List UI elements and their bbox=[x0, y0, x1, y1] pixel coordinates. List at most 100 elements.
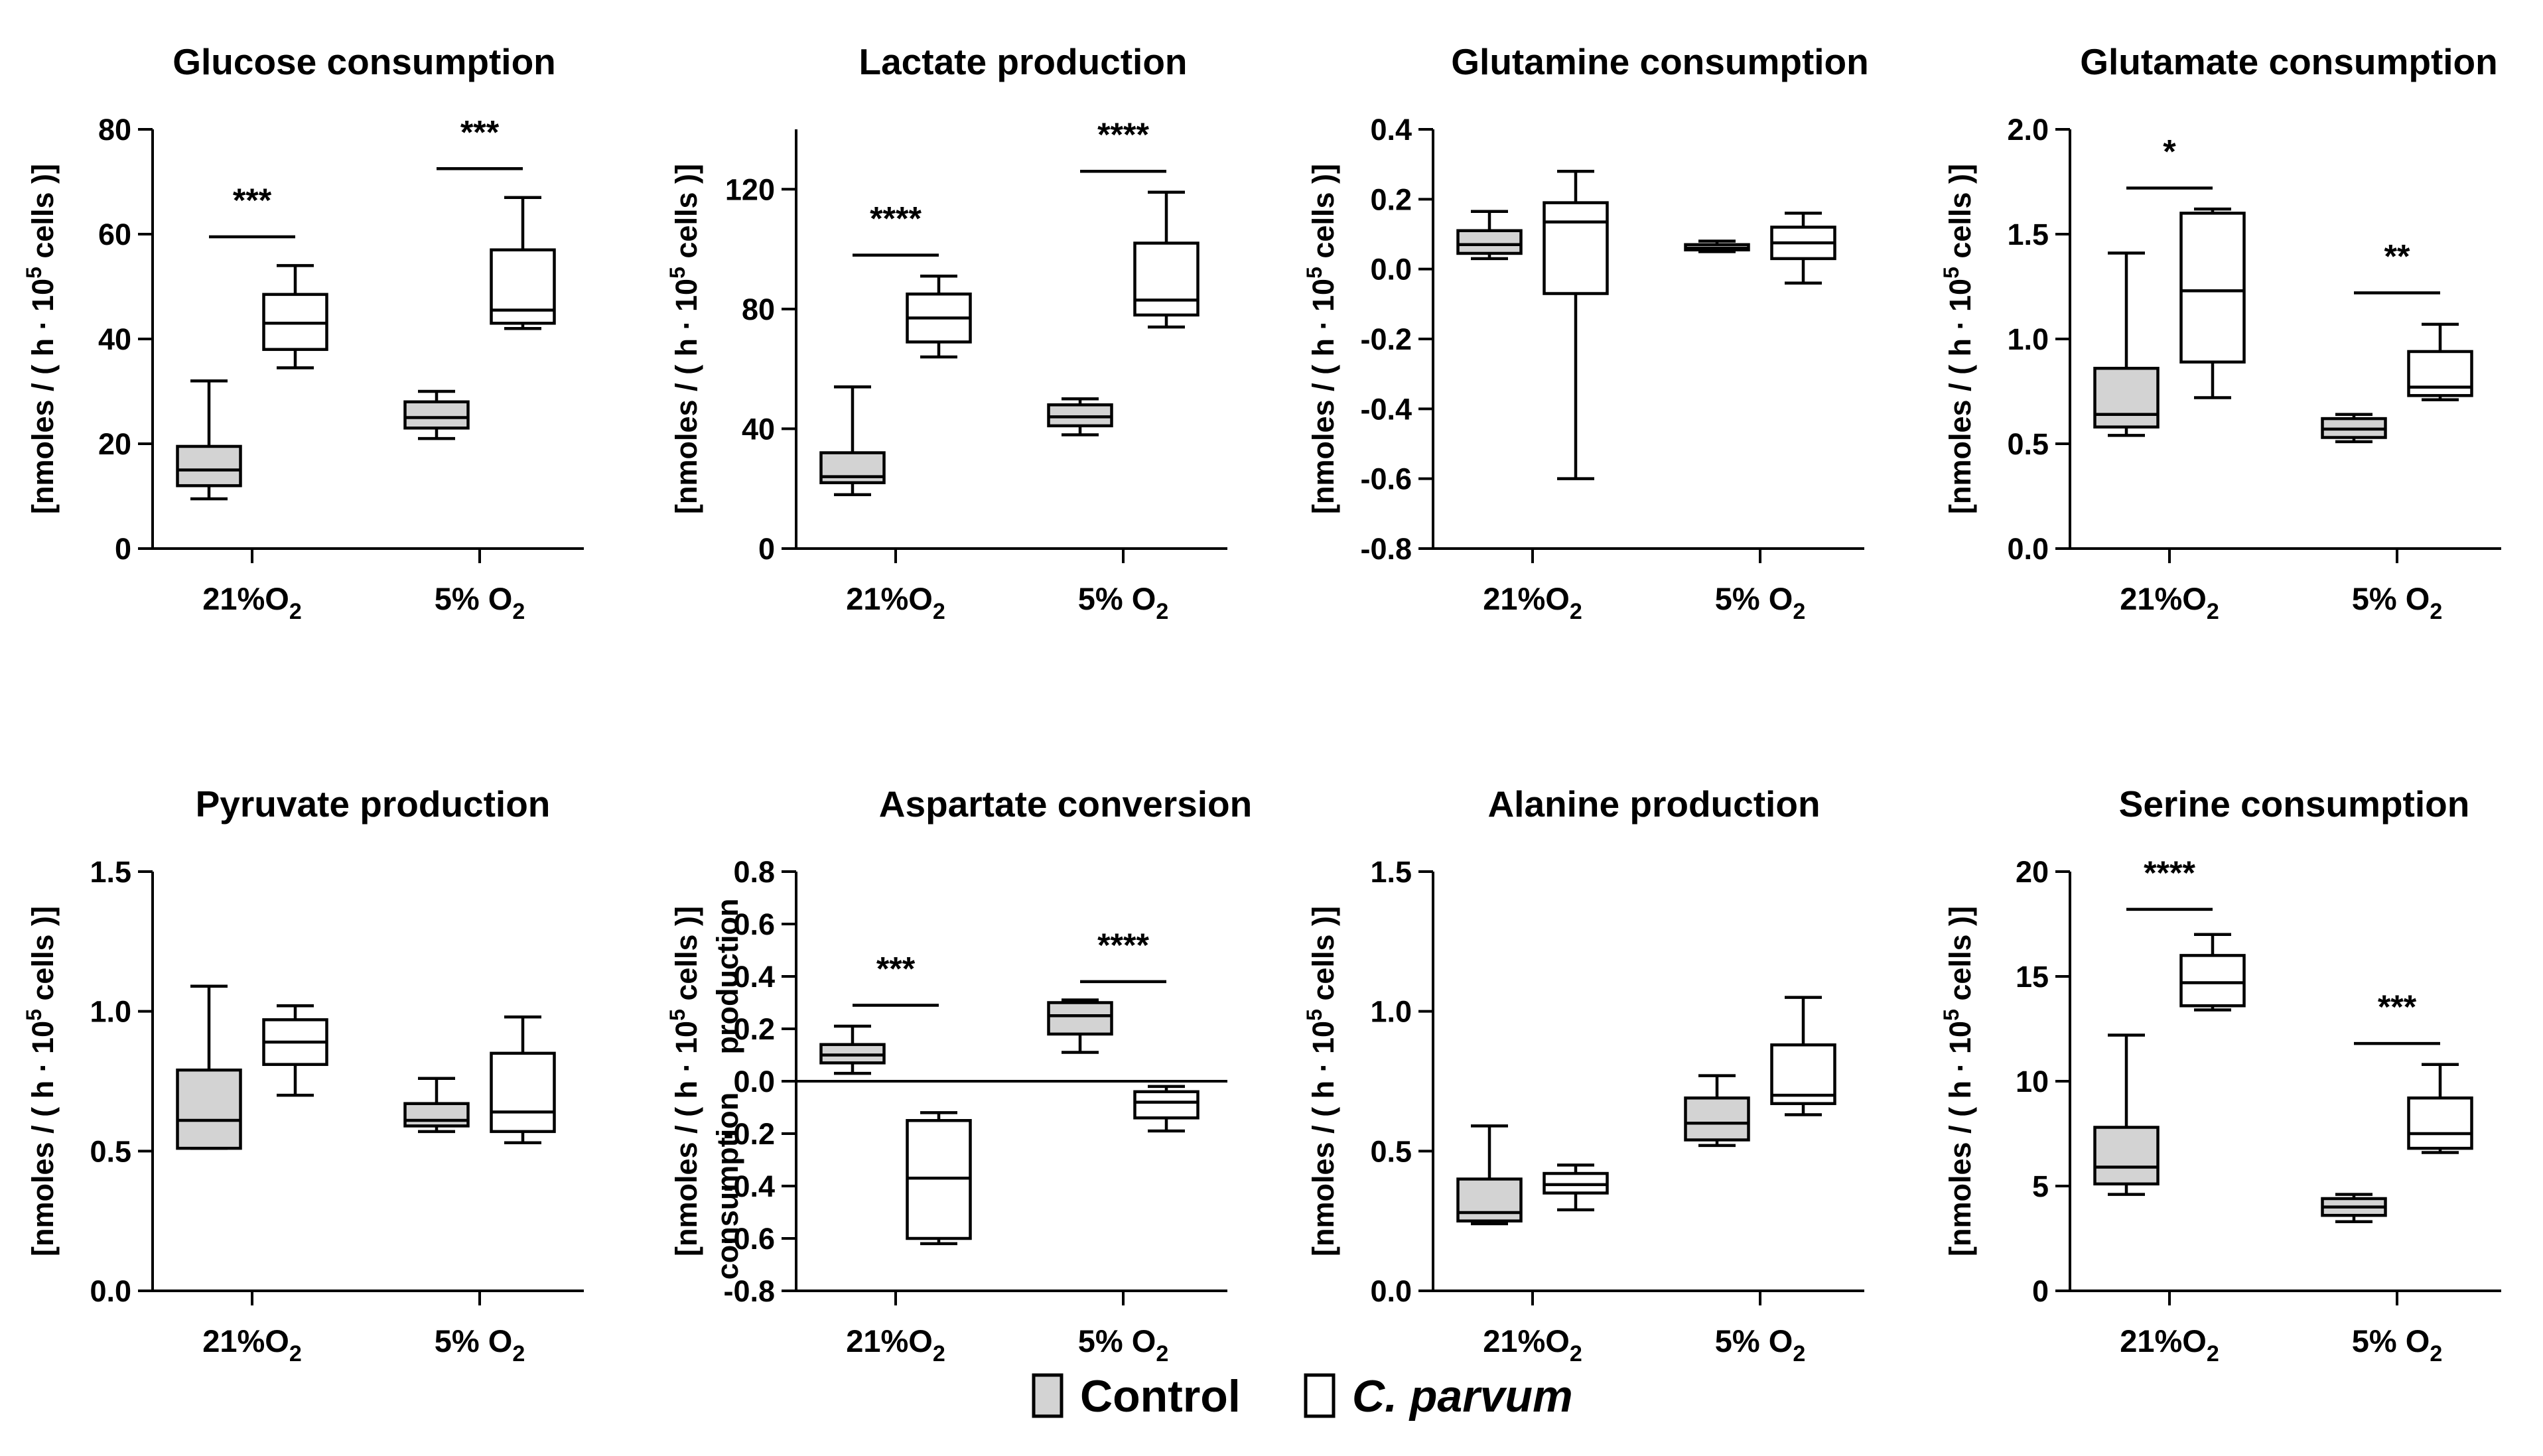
category-label: 5% O2 bbox=[2352, 1323, 2442, 1366]
significance-label: ** bbox=[2384, 237, 2410, 275]
box-iqr bbox=[1456, 1177, 1523, 1223]
y-axis-label: [nmoles / ( h · 105 cells )] bbox=[1302, 164, 1340, 514]
significance-label: **** bbox=[870, 200, 922, 237]
y-axis-label: [nmoles / ( h · 105 cells )] bbox=[665, 164, 703, 514]
box-cparvum bbox=[1770, 996, 1836, 1116]
significance-label: *** bbox=[876, 950, 916, 987]
y-tick-label: -0.6 bbox=[1360, 462, 1412, 496]
y-tick-label: -0.8 bbox=[723, 1274, 775, 1308]
y-tick-label: 0 bbox=[758, 532, 775, 566]
category-label: 5% O2 bbox=[1078, 1323, 1168, 1366]
significance-label: *** bbox=[460, 113, 500, 151]
panel-4: Glutamate consumption 0.0 0.5 1.0 1.5 2.0 21%O… bbox=[1939, 41, 2501, 624]
y-tick-label: 1.0 bbox=[1370, 995, 1412, 1029]
category-label: 5% O2 bbox=[1715, 581, 1805, 624]
y-tick-label: 5 bbox=[2032, 1169, 2049, 1203]
category-label: 21%O2 bbox=[202, 1323, 302, 1366]
y-tick-label: 1.5 bbox=[90, 855, 131, 889]
box-cparvum bbox=[2179, 933, 2246, 1012]
legend: Control C. parvum bbox=[1032, 1371, 1573, 1422]
box-cparvum bbox=[2407, 322, 2473, 401]
box-control bbox=[176, 379, 242, 501]
box-iqr bbox=[1047, 403, 1113, 428]
box-control bbox=[2093, 251, 2160, 437]
box-iqr bbox=[490, 248, 556, 325]
panel-title: Lactate production bbox=[859, 41, 1187, 82]
y-tick-label: 0.5 bbox=[90, 1134, 131, 1168]
y-tick-label: 0.0 bbox=[90, 1274, 131, 1308]
y-tick-label: 0 bbox=[115, 532, 131, 566]
y-tick-label: 0.8 bbox=[733, 855, 775, 889]
y-tick-label: 0.5 bbox=[1370, 1134, 1412, 1168]
y-tick-label: -0.4 bbox=[1360, 392, 1412, 426]
category-label: 5% O2 bbox=[2352, 581, 2442, 624]
box-iqr bbox=[1047, 1001, 1113, 1036]
category-label: 21%O2 bbox=[2120, 1323, 2219, 1366]
y-tick-label: 0.2 bbox=[1370, 182, 1412, 216]
y-tick-label: 120 bbox=[725, 172, 775, 206]
y-axis-label: [nmoles / ( h · 105 cells )] bbox=[22, 906, 60, 1256]
significance-label: **** bbox=[1097, 116, 1149, 153]
box-cparvum bbox=[1770, 212, 1836, 285]
box-control bbox=[2321, 413, 2387, 444]
category-label: 5% O2 bbox=[1715, 1323, 1805, 1366]
panel-title: Pyruvate production bbox=[196, 783, 551, 825]
panel-2: Lactate production 0 40 80 120 21%O2 5% O2 [nmo… bbox=[665, 41, 1227, 624]
y-tick-label: 80 bbox=[98, 113, 131, 147]
y-tick-label: 0.0 bbox=[733, 1065, 775, 1098]
box-iqr bbox=[2179, 212, 2246, 364]
y-tick-label: 1.5 bbox=[1370, 855, 1412, 889]
y-tick-label: 0.0 bbox=[2007, 532, 2049, 566]
legend-swatch-cparvum bbox=[1304, 1373, 1336, 1418]
box-cparvum bbox=[1133, 190, 1200, 329]
box-control bbox=[1456, 1124, 1523, 1226]
category-label: 21%O2 bbox=[2120, 581, 2219, 624]
box-cparvum bbox=[262, 1004, 328, 1097]
panels-container: Glucose consumption 0 20 40 60 80 21%O2 5% O2 [n… bbox=[22, 41, 2501, 1366]
panel-title: Serine consumption bbox=[2119, 783, 2470, 825]
box-cparvum bbox=[906, 1111, 972, 1246]
box-control bbox=[819, 385, 886, 496]
box-iqr bbox=[176, 1068, 242, 1150]
category-label: 21%O2 bbox=[846, 581, 945, 624]
box-control bbox=[1456, 210, 1523, 261]
y-tick-label: 10 bbox=[2016, 1065, 2049, 1098]
box-cparvum bbox=[2407, 1063, 2473, 1154]
y-tick-label: 0.5 bbox=[2007, 427, 2049, 461]
box-iqr bbox=[2407, 1096, 2473, 1150]
box-iqr bbox=[819, 451, 886, 484]
y-tick-label: -0.2 bbox=[723, 1117, 775, 1151]
category-label: 5% O2 bbox=[435, 581, 525, 624]
panel-3: Glutamine consumption -0.8 -0.6 -0.4 -0.2 0.0… bbox=[1302, 41, 1869, 624]
y-tick-label: -0.8 bbox=[1360, 532, 1412, 566]
box-iqr bbox=[1543, 201, 1609, 295]
box-cparvum bbox=[1543, 1163, 1609, 1212]
y-tick-label: 20 bbox=[2016, 855, 2049, 889]
y-tick-label: 0 bbox=[2032, 1274, 2049, 1308]
panel-title: Glucose consumption bbox=[172, 41, 556, 82]
y-tick-label: 40 bbox=[742, 412, 775, 446]
box-control bbox=[403, 389, 470, 440]
y-axis-label: [nmoles / ( h · 105 cells )] bbox=[1939, 906, 1977, 1256]
significance-label: *** bbox=[2378, 988, 2417, 1026]
box-control bbox=[1047, 397, 1113, 436]
category-label: 5% O2 bbox=[435, 1323, 525, 1366]
y-axis-label-consumption: consumption bbox=[711, 1092, 744, 1280]
box-iqr bbox=[1133, 241, 1200, 317]
box-iqr bbox=[2407, 350, 2473, 397]
y-axis-label: [nmoles / ( h · 105 cells )] bbox=[1939, 164, 1977, 514]
box-cparvum bbox=[2179, 207, 2246, 399]
y-axis-label-production: production bbox=[711, 899, 744, 1055]
y-tick-label: 1.5 bbox=[2007, 218, 2049, 251]
panel-8: Serine consumption 0 5 10 15 20 21%O2 5% O2 [nmo… bbox=[1939, 783, 2501, 1366]
y-tick-label: 1.0 bbox=[2007, 322, 2049, 356]
box-iqr bbox=[2093, 366, 2160, 429]
box-control bbox=[1684, 239, 1750, 253]
y-tick-label: 20 bbox=[98, 427, 131, 461]
legend-swatch-control bbox=[1032, 1373, 1064, 1418]
box-iqr bbox=[403, 400, 470, 430]
y-tick-label: 0.0 bbox=[1370, 253, 1412, 287]
box-iqr bbox=[403, 1102, 470, 1128]
category-label: 21%O2 bbox=[1483, 1323, 1582, 1366]
